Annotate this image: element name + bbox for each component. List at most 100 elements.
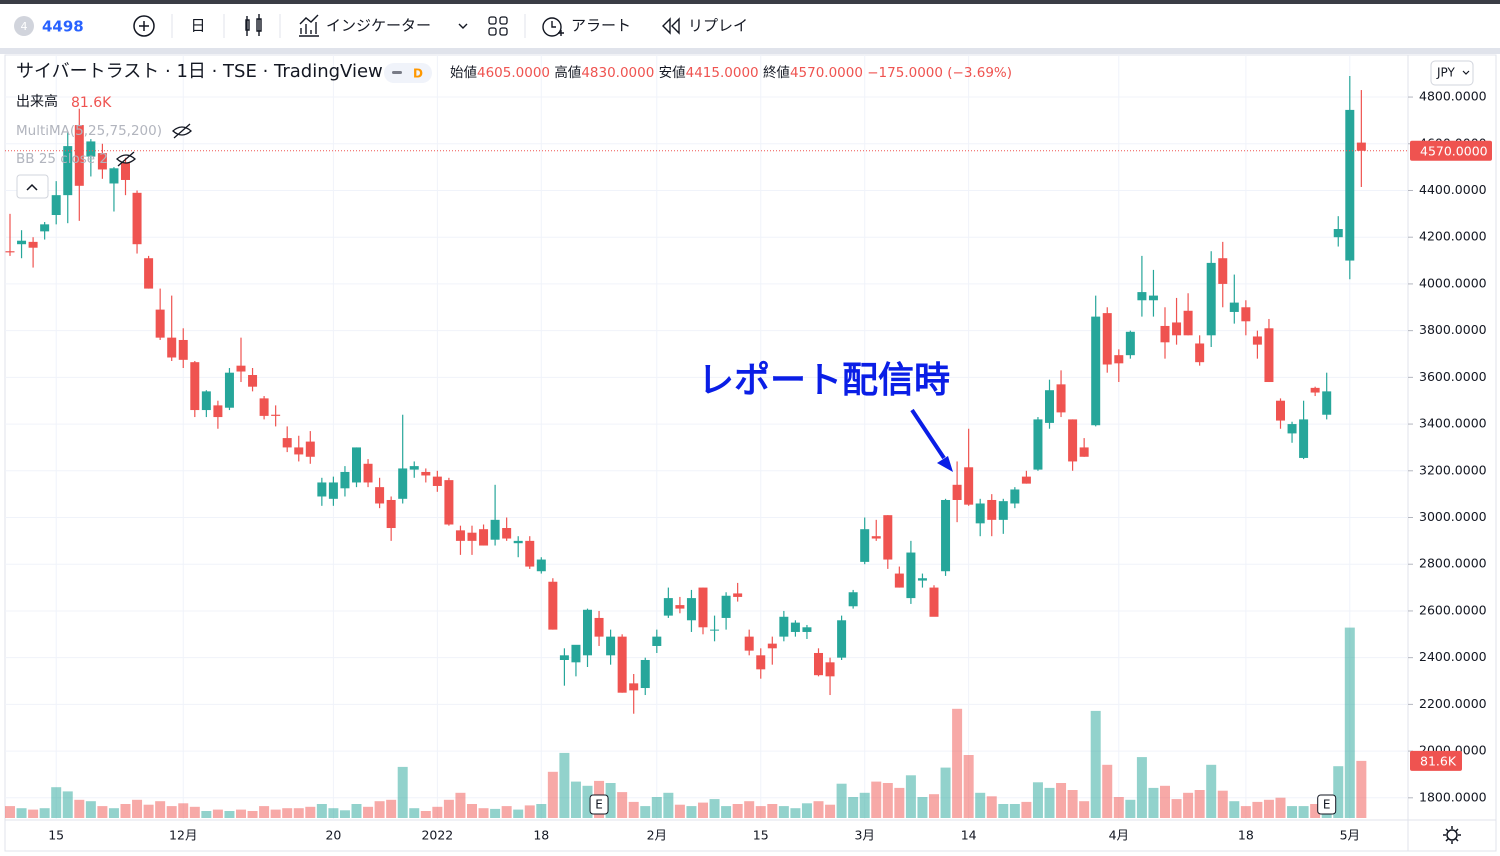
candle-body: [1010, 489, 1020, 504]
volume-bar: [178, 803, 189, 818]
candle-body: [352, 447, 361, 483]
volume-bar: [282, 808, 293, 818]
volume-bar: [1206, 764, 1217, 818]
candle-body: [571, 644, 581, 663]
annotation-arrowhead: [937, 456, 953, 472]
candle-body: [606, 636, 616, 656]
candle-body: [941, 499, 951, 572]
candle-body: [1068, 419, 1078, 462]
x-tick-label: 18: [1238, 828, 1254, 843]
volume-bar: [51, 787, 62, 818]
plot-area: 1800.00002000.00002200.00002400.00002600…: [5, 55, 1492, 843]
eye-icon: [116, 151, 136, 167]
add-icon-plus: [139, 21, 149, 31]
replay-button[interactable]: リプレイ: [662, 17, 748, 35]
volume-bar: [570, 781, 581, 818]
volume-bar: [605, 783, 616, 818]
volume-bar: [1160, 785, 1170, 818]
candle-body: [421, 471, 431, 476]
candle-body: [629, 683, 639, 691]
candle-body: [848, 592, 858, 607]
replay-label: リプレイ: [688, 17, 748, 35]
candle-body: [363, 463, 373, 483]
volume-bar: [132, 799, 143, 818]
candle-body: [502, 528, 512, 539]
candle-body: [398, 468, 408, 499]
add-icon: [133, 15, 155, 37]
volume-bar: [189, 806, 200, 818]
indicator-legend[interactable]: BB 25 close 2: [16, 151, 108, 167]
legend-title: サイバートラスト · 1日 · TSE · TradingView: [16, 61, 383, 82]
volume-bar: [778, 806, 789, 818]
candle-body: [1045, 390, 1054, 423]
candle-body: [1310, 387, 1320, 393]
candle-body: [5, 251, 15, 253]
chart-type-button[interactable]: [245, 14, 262, 36]
hidden-eye-icon[interactable]: [116, 151, 136, 167]
candle-body: [467, 532, 477, 541]
volume-bar: [952, 708, 963, 818]
volume-bar: [674, 804, 685, 818]
candle-body: [721, 595, 731, 618]
indicator-legend[interactable]: MultiMA(5,25,75,200): [16, 123, 162, 139]
interval-button[interactable]: 日: [190, 17, 205, 35]
volume-bar: [559, 752, 570, 818]
volume-bar: [363, 806, 374, 818]
volume-bar: [351, 804, 362, 818]
volume-bar: [963, 755, 974, 818]
candle-body: [756, 655, 766, 670]
replay-icon: [662, 17, 680, 35]
candle-body: [224, 372, 234, 408]
market-status-delay: D: [413, 67, 423, 81]
candle-body: [1033, 419, 1043, 470]
alert-icon-detail: [551, 21, 564, 36]
hidden-eye-icon[interactable]: [172, 123, 192, 139]
volume-bar: [894, 787, 905, 818]
toolbar-divider: [0, 48, 1500, 54]
collapse-legend-button[interactable]: [16, 174, 49, 199]
earnings-marker-label: E: [1323, 798, 1331, 812]
volume-bar: [1102, 764, 1113, 818]
volume-legend-value: 81.6K: [71, 95, 112, 111]
candle-body: [190, 362, 200, 411]
volume-bar: [1240, 806, 1251, 818]
volume-bar: [732, 804, 743, 818]
candle-body: [917, 578, 927, 581]
volume-bar: [825, 804, 836, 818]
volume-bar: [686, 806, 697, 818]
candle-body: [802, 627, 812, 632]
candle-body: [294, 447, 304, 455]
volume-bar: [582, 785, 593, 818]
x-tick-label: 2月: [647, 828, 667, 843]
x-tick-label: 4月: [1109, 828, 1129, 843]
volume-bar: [1344, 627, 1355, 818]
alert-icon: [542, 17, 562, 37]
x-tick-label: 18: [533, 828, 549, 843]
add-symbol-button[interactable]: [133, 15, 155, 37]
y-tick-label: 2600.0000: [1419, 602, 1487, 617]
volume-bar: [1287, 806, 1298, 818]
candle-body: [1137, 292, 1147, 301]
settings-button[interactable]: [1443, 826, 1461, 844]
x-tick-label: 3月: [854, 828, 874, 843]
candle-body: [1322, 391, 1332, 415]
candle-body: [1091, 316, 1101, 426]
indicators-button[interactable]: インジケーター: [299, 14, 468, 37]
volume-bar: [339, 810, 350, 818]
candle-body: [1148, 295, 1158, 301]
candle-body: [640, 659, 650, 689]
y-tick-label: 4000.0000: [1419, 275, 1487, 290]
quote-value: 4415.0000: [686, 65, 759, 81]
layout-button[interactable]: [488, 16, 508, 36]
top-edge: [0, 0, 1500, 4]
volume-bar: [224, 811, 235, 818]
candle-body: [583, 609, 592, 656]
currency-button[interactable]: JPY: [1430, 60, 1474, 86]
alert-button[interactable]: アラート: [542, 17, 631, 37]
volume-bar: [478, 808, 489, 818]
volume-bar: [617, 792, 628, 818]
symbol-button[interactable]: 4498: [42, 18, 84, 36]
x-tick-label: 14: [961, 828, 977, 843]
